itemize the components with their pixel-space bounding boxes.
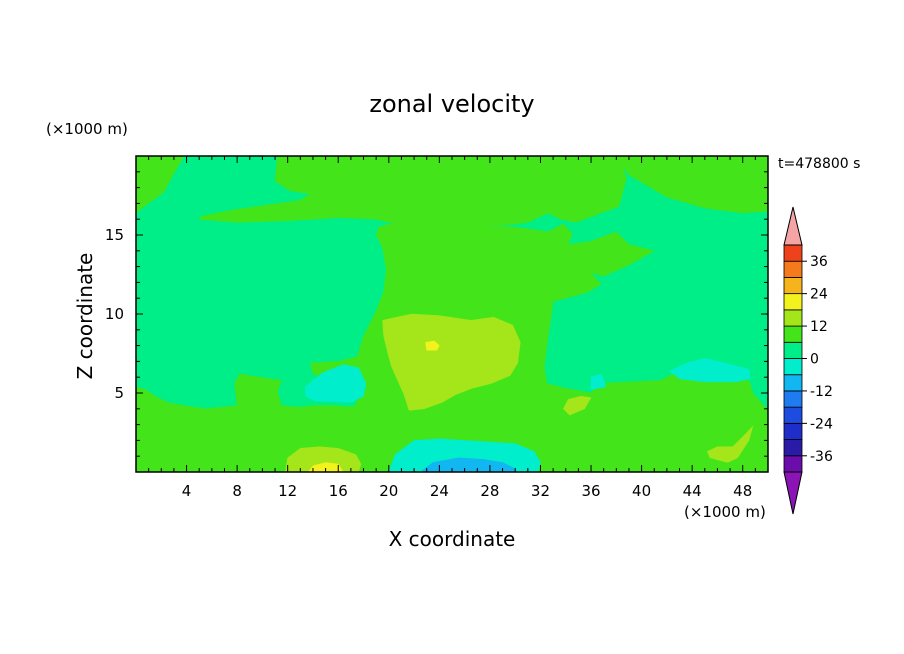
contour-region-6	[706, 426, 754, 463]
colorbar-level	[783, 244, 803, 262]
x-tick-label: 12	[278, 482, 297, 500]
colorbar: 36 24 12 0 -12 -24 -36	[783, 206, 833, 515]
colorbar-level	[783, 293, 803, 311]
colorbar-over-arrow	[783, 206, 803, 246]
colorbar-level	[783, 341, 803, 359]
colorbar-level	[783, 439, 803, 457]
colorbar-level	[783, 260, 803, 278]
y-tick-label: 15	[105, 226, 124, 244]
colorbar-level	[783, 406, 803, 424]
x-tick-label: 16	[329, 482, 348, 500]
colorbar-level	[783, 390, 803, 408]
plot-frame	[135, 155, 769, 473]
y-axis-label: Z coordinate	[73, 253, 97, 380]
colorbar-tick-label: 24	[810, 287, 828, 303]
chart-title: zonal velocity	[369, 90, 534, 118]
colorbar-under-arrow	[783, 471, 803, 515]
x-tick-label: 36	[581, 482, 600, 500]
contour-region-8	[425, 340, 440, 351]
contour-region-7	[284, 446, 362, 473]
x-axis-label: X coordinate	[389, 527, 516, 551]
colorbar-level	[783, 374, 803, 392]
colorbar-tick-label: 36	[810, 254, 828, 270]
y-tick-label: 5	[114, 384, 124, 402]
x-unit-label: (×1000 m)	[684, 503, 766, 521]
colorbar-level	[783, 422, 803, 440]
contour-region-11	[668, 357, 751, 383]
time-label: t=478800 s	[778, 156, 860, 172]
x-tick-label: 4	[182, 482, 192, 500]
colorbar-level	[783, 325, 803, 343]
y-tick-label: 10	[105, 305, 124, 323]
x-tick-label: 48	[733, 482, 752, 500]
contour-region-10	[305, 364, 367, 403]
x-tick-label: 28	[480, 482, 499, 500]
colorbar-level	[783, 309, 803, 327]
x-tick-label: 40	[632, 482, 651, 500]
colorbar-tick-label: -36	[810, 449, 833, 465]
y-unit-label: (×1000 m)	[46, 120, 128, 138]
velocity-contour-field	[135, 155, 769, 473]
x-tick-label: 24	[430, 482, 449, 500]
colorbar-level	[783, 277, 803, 295]
colorbar-tick-label: -12	[810, 384, 833, 400]
colorbar-tick-label: 12	[810, 319, 828, 335]
contour-region-4	[382, 313, 521, 411]
contour-region-14	[590, 373, 607, 391]
colorbar-level	[783, 455, 803, 473]
x-tick-label: 20	[379, 482, 398, 500]
colorbar-level	[783, 358, 803, 376]
x-tick-label: 44	[683, 482, 702, 500]
contour-region-5	[562, 395, 592, 416]
x-tick-label: 8	[232, 482, 242, 500]
colorbar-tick-label: 0	[810, 352, 819, 368]
x-tick-label: 32	[531, 482, 550, 500]
colorbar-tick-label: -24	[810, 416, 833, 432]
